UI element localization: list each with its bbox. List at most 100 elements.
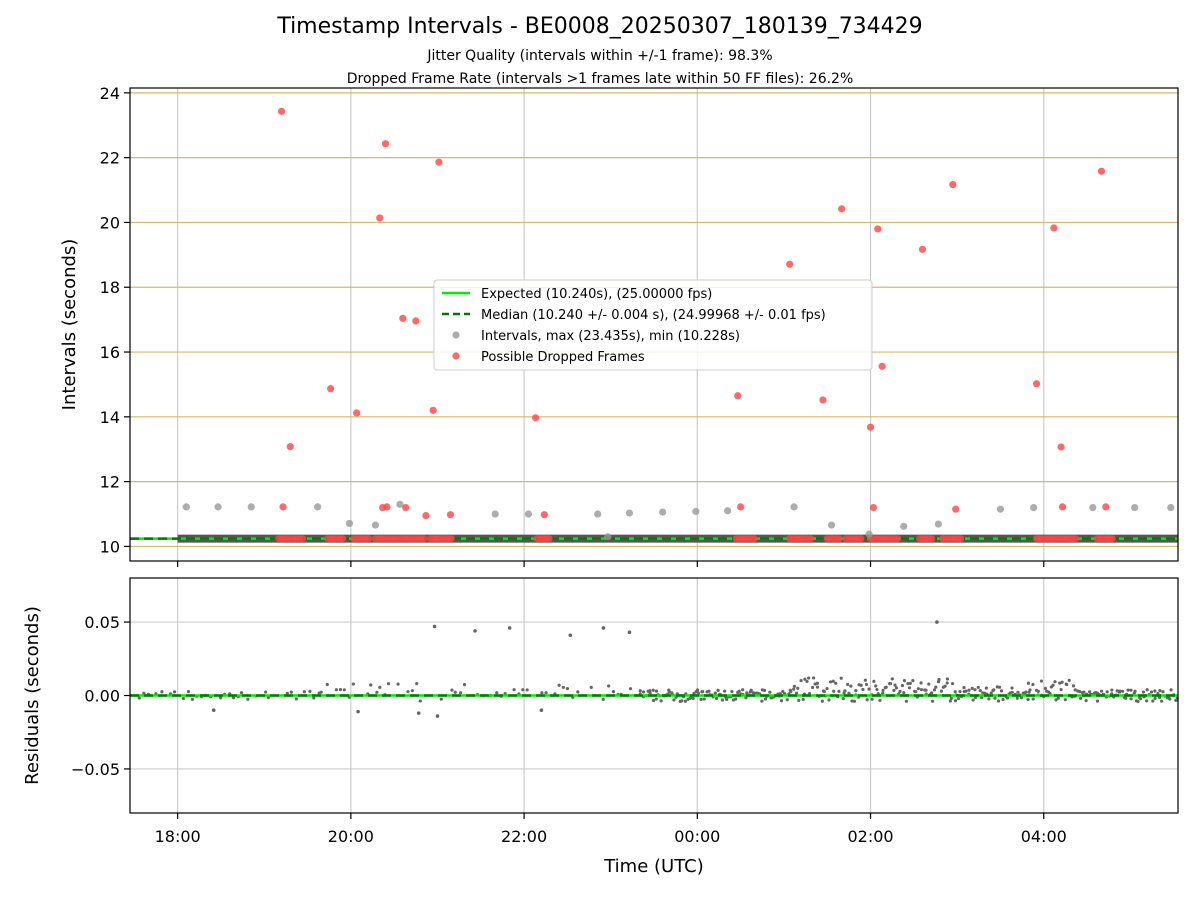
residual-seg-7-point	[1073, 688, 1077, 692]
ylabel-residuals: Residuals (seconds)	[22, 606, 43, 785]
residual-seg-4-point	[875, 687, 879, 692]
residual-seg-7-point	[1151, 699, 1155, 703]
residual-seg-3-point	[659, 699, 663, 703]
residual-seg-2-point	[544, 691, 548, 695]
residual-seg-7-point	[1141, 690, 1146, 694]
residual-seg-0-point	[294, 697, 298, 701]
dropped-cluster-5-point	[447, 535, 455, 543]
residual-seg-4-point	[874, 684, 878, 688]
residual-seg-7-point	[1078, 689, 1082, 694]
residual-seg-0-point	[181, 696, 186, 701]
legend-label-dropped: Possible Dropped Frames	[481, 350, 645, 365]
residual-seg-4-point	[924, 688, 928, 692]
dropped-point-34	[1097, 167, 1106, 175]
residual-seg-4-point	[881, 688, 885, 692]
residual-seg-3-point	[723, 689, 727, 693]
xtick-label-2: 22:00	[501, 827, 547, 846]
residual-seg-7-point	[1124, 696, 1128, 700]
residual-seg-4-point	[872, 679, 876, 683]
interval-point-18	[900, 522, 908, 530]
ytick-label-bot-1: 0.00	[84, 687, 120, 706]
residual-seg-0-point	[302, 690, 306, 694]
residual-seg-1-point	[351, 682, 355, 686]
residual-seg-5-point	[964, 689, 968, 693]
residual-seg-4-point	[827, 698, 831, 702]
residual-outlier-11	[539, 708, 544, 712]
residual-seg-7-point	[1168, 697, 1172, 701]
residual-seg-6-point	[1054, 698, 1058, 702]
residual-seg-2-point	[439, 697, 443, 701]
residual-seg-3-point	[725, 697, 729, 702]
residual-seg-0-point	[264, 690, 268, 694]
residual-seg-4-point	[888, 681, 893, 686]
intervals-panel: 10 12 14 16 18 20 22 24 Intervals (seconds)	[59, 84, 1179, 567]
residual-seg-4-point	[916, 687, 920, 691]
residual-seg-4-point	[834, 681, 838, 685]
dropped-point-3	[327, 385, 335, 393]
interval-point-1	[214, 503, 222, 511]
residual-seg-6-point	[1065, 682, 1069, 687]
residual-seg-4-point	[811, 685, 815, 690]
residual-seg-5-point	[984, 686, 988, 690]
residual-seg-3-point	[779, 699, 784, 703]
dropped-point-23	[866, 423, 875, 431]
residual-outlier-7	[211, 708, 216, 712]
ytick-label-top-1: 12	[100, 473, 120, 492]
interval-point-5	[371, 521, 379, 529]
residual-seg-3-point	[699, 697, 703, 702]
residual-seg-4-point	[884, 685, 888, 689]
residual-seg-7-point	[1095, 699, 1100, 703]
residual-seg-4-point	[934, 685, 938, 689]
residual-seg-7-point	[1158, 689, 1162, 693]
legend-label-intervals: Intervals, max (23.435s), min (10.228s)	[481, 329, 740, 344]
residual-seg-0-point	[231, 696, 236, 700]
residual-seg-4-point	[945, 677, 950, 681]
residual-seg-4-point	[945, 681, 949, 685]
residual-seg-4-point	[902, 691, 906, 695]
interval-point-20	[996, 505, 1005, 513]
residual-seg-3-point	[763, 697, 768, 701]
xtick-label-5: 04:00	[1021, 827, 1067, 846]
dropped-point-9	[399, 314, 407, 322]
residual-seg-4-point	[796, 686, 800, 690]
xlabel: Time (UTC)	[603, 856, 704, 877]
residual-seg-4-point	[843, 689, 847, 693]
legend-marker-intervals	[452, 331, 460, 339]
interval-point-9	[594, 510, 602, 518]
residual-seg-7-point	[1169, 688, 1173, 692]
dropped-point-1	[286, 443, 294, 451]
dropped-cluster-9-point	[835, 535, 843, 543]
residual-seg-4-point	[861, 687, 865, 692]
residual-seg-5-point	[1019, 695, 1024, 700]
interval-point-10	[604, 533, 612, 541]
residual-seg-1-point	[375, 690, 379, 694]
residual-seg-3-point	[785, 698, 789, 702]
residual-seg-7-point	[1145, 699, 1149, 703]
dropped-point-6	[381, 140, 390, 148]
residual-seg-4-point	[953, 690, 957, 694]
ytick-label-top-6: 22	[100, 149, 120, 168]
residual-seg-5-point	[993, 696, 997, 700]
residual-seg-7-point	[1138, 697, 1143, 701]
residual-seg-6-point	[1039, 679, 1044, 683]
residual-seg-1-point	[338, 688, 343, 692]
residual-seg-2-point	[495, 691, 499, 695]
chart-subtitle-jitter: Jitter Quality (intervals within +/-1 fr…	[427, 48, 773, 64]
legend-marker-dropped	[452, 352, 460, 360]
dropped-point-21	[819, 396, 827, 404]
residual-seg-7-point	[1110, 688, 1114, 692]
chart-subtitle-dropped: Dropped Frame Rate (intervals >1 frames …	[346, 71, 854, 87]
residual-seg-2-point	[540, 691, 544, 695]
residual-seg-4-point	[943, 684, 947, 688]
residual-seg-4-point	[815, 681, 819, 685]
dropped-point-22	[838, 205, 846, 213]
residual-seg-0-point	[160, 690, 164, 694]
interval-point-3	[314, 503, 322, 511]
residual-seg-4-point	[867, 687, 871, 691]
legend-label-median: Median (10.240 +/- 0.004 s), (24.99968 +…	[481, 308, 826, 323]
dropped-cluster-10-point	[857, 535, 865, 543]
residual-seg-3-point	[749, 688, 753, 692]
residual-seg-3-point	[683, 699, 687, 703]
residual-seg-4-point	[859, 683, 863, 687]
residual-seg-6-point	[1051, 683, 1055, 687]
